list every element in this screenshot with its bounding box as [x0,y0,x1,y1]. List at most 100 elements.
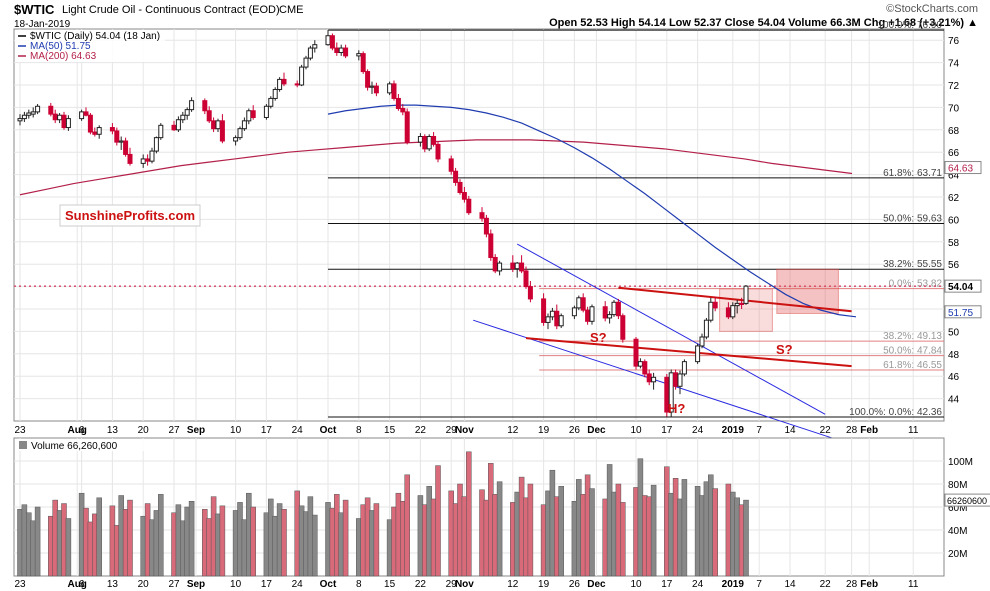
candle-body [246,110,252,122]
candle-body [404,111,410,143]
candle-body [725,307,731,318]
candle-body [215,120,221,130]
date-tick-label: 8 [356,425,362,436]
volume-tick-label: 40M [948,526,967,537]
price-tick-label: 44 [948,395,960,406]
date-tick-label: Sep [187,425,205,436]
candle-body [488,233,494,258]
date-tick-label: 14 [784,425,796,436]
candle-body [492,256,498,272]
candle-body [461,192,467,200]
volume-bar [127,499,133,577]
candle-body [651,376,657,383]
candle-body [202,100,208,112]
date-tick-label: 22 [820,425,832,436]
date-tick-label: 24 [292,425,304,436]
fib-level-label: 38.2%: 49.13 [883,331,942,342]
candle-body [145,158,151,162]
candle-body [422,136,428,150]
candle-body [87,114,93,133]
volume-bar [34,506,41,577]
candle-body [123,140,129,155]
date-tick-label: 14 [784,579,796,590]
candle-body [48,105,54,115]
candle-body [554,310,560,327]
candle-body [435,143,441,160]
chart-exchange: CME [279,4,303,16]
price-tick-label: 56 [948,260,960,271]
candle-body [360,53,366,73]
date-tick-label: 2019 [722,579,745,590]
candle-body [646,373,652,383]
candle-body [668,372,674,413]
volume-legend-swatch [19,441,27,449]
candle-body [479,212,485,219]
candle-body [633,338,639,367]
volume-bar [589,488,595,577]
candle-body [92,131,98,135]
candle-body [602,306,608,319]
candle-body [708,301,714,321]
date-tick-label: 6 [79,425,85,436]
candle-body [17,118,23,122]
date-tick-label: 23 [14,579,26,590]
candle-body [52,113,58,121]
date-tick-label: 26 [569,425,581,436]
candle-body [703,319,709,338]
candle-body [61,114,67,129]
date-tick-label: 19 [538,425,550,436]
candle-body [127,153,133,164]
date-tick-label: 7 [756,425,762,436]
candle-body [118,140,124,143]
candle-body [281,78,287,85]
volume-bar [219,505,226,577]
date-tick-label: 12 [507,425,519,436]
candle-body [233,137,239,142]
last-price-tag: 54.04 [948,282,973,293]
legend-ma50: MA(50) 51.75 [30,41,91,52]
candle-body [184,109,190,116]
candle-body [400,108,406,113]
candle-body [334,47,340,54]
candle-body [589,306,595,322]
candle-body [541,298,547,323]
date-tick-label: 17 [261,425,273,436]
fib-level-label: 61.8%: 46.55 [883,360,942,371]
date-tick-label: 2019 [722,425,745,436]
candle-body [519,262,525,272]
date-tick-label: Nov [455,425,474,436]
volume-bar [312,514,318,577]
candle-body [219,120,225,142]
candle-body [466,198,472,214]
volume-tick-label: 80M [948,480,967,491]
volume-bar [650,484,657,577]
candle-body [369,85,375,88]
volume-tick-label: 100M [948,457,973,468]
candle-body [303,57,309,68]
annotation-shoulder-right: S? [776,342,793,357]
price-tick-label: 66 [948,148,960,159]
date-tick-label: Oct [320,425,337,436]
fib-level-label: 100.0%: 76.90 [878,20,943,31]
candle-body [79,111,85,120]
candle-body [620,315,626,340]
chart-symbol: $WTIC [14,2,55,17]
date-tick-label: Nov [455,579,474,590]
legend-price: $WTIC (Daily) 54.04 (18 Jan) [30,31,160,42]
date-tick-label: 13 [107,579,119,590]
candle-body [576,297,582,309]
candle-body [206,110,212,122]
candle-body [510,262,516,270]
volume-legend-box [15,439,145,451]
volume-bar [527,483,534,577]
fib-level-label: 50.0%: 47.84 [883,346,942,357]
candle-body [343,47,349,57]
candle-body [527,286,533,300]
candle-body [607,314,613,319]
candle-body [734,302,740,307]
volume-bars [17,451,749,577]
chart-brand[interactable]: ©StockCharts.com [886,3,978,15]
candle-body [497,262,503,272]
